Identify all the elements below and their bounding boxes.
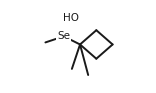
Text: HO: HO [63,13,79,23]
Text: Se: Se [57,31,70,41]
